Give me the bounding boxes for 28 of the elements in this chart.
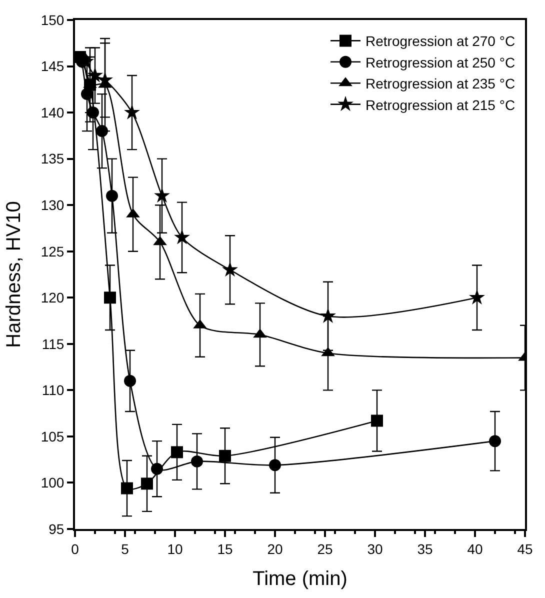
- legend-label: Retrogression at 215 °C: [366, 96, 516, 113]
- x-tick-label: 10: [167, 540, 183, 557]
- y-tick-label: 100: [40, 474, 64, 491]
- x-tick-label: 0: [71, 540, 80, 557]
- y-tick-label: 140: [40, 104, 64, 120]
- y-tick-label: 125: [40, 243, 64, 260]
- x-tick-label: 25: [317, 540, 333, 557]
- x-axis-title: Time (min): [252, 568, 348, 590]
- y-tick-label: 115: [42, 336, 64, 352]
- y-tick-label: 95: [48, 520, 64, 537]
- y-tick-label: 130: [40, 196, 64, 213]
- y-tick-label: 110: [42, 382, 64, 398]
- legend-label: Retrogression at 270 °C: [366, 33, 516, 50]
- y-tick-label: 135: [40, 150, 64, 167]
- x-tick-label: 15: [217, 540, 233, 557]
- legend-label: Retrogression at 235 °C: [366, 76, 516, 92]
- y-axis-title: Hardness, HV10: [2, 201, 25, 348]
- x-tick-label: 5: [121, 540, 130, 557]
- x-tick-label: 20: [267, 540, 283, 557]
- x-tick-label: 40: [467, 540, 483, 557]
- y-tick-label: 105: [40, 428, 64, 444]
- y-tick-label: 150: [40, 12, 64, 28]
- legend-label: Retrogression at 250 °C: [366, 54, 516, 70]
- x-tick-label: 30: [367, 540, 383, 557]
- y-tick-label: 120: [40, 290, 64, 306]
- y-tick-label: 145: [40, 58, 64, 74]
- x-tick-label: 35: [417, 540, 433, 557]
- x-tick-label: 45: [517, 540, 533, 557]
